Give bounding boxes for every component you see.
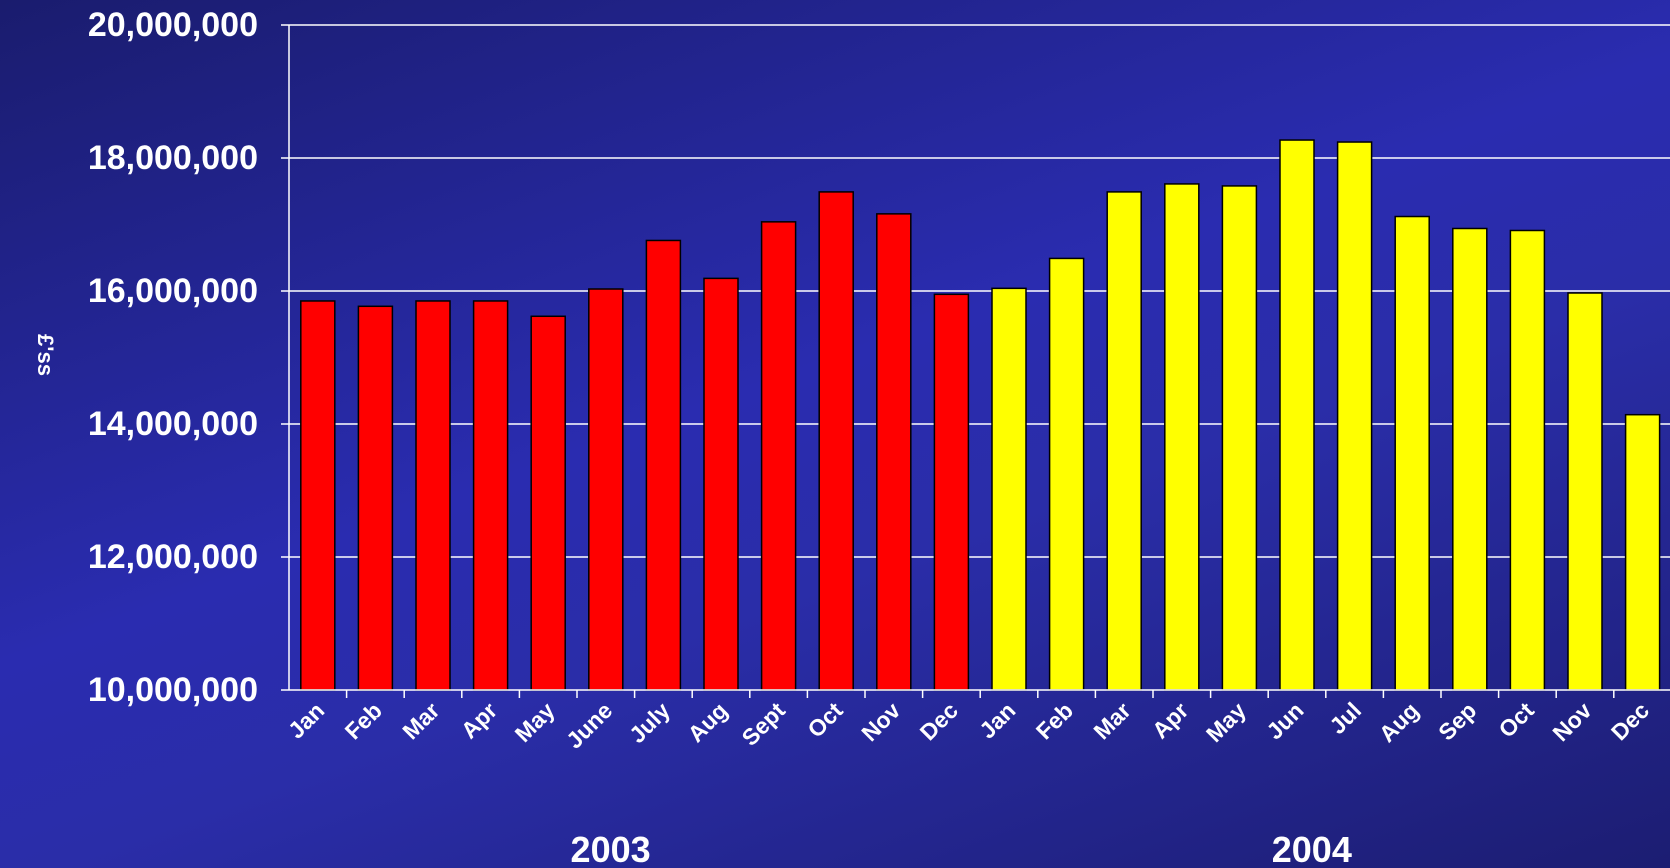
bar <box>818 191 854 691</box>
y-tick-label: 10,000,000 <box>88 671 258 709</box>
x-tick-label: Apr <box>1147 697 1193 743</box>
bar <box>1394 215 1430 691</box>
x-tick-label: Oct <box>802 697 848 743</box>
bar <box>991 287 1027 691</box>
bar <box>1048 257 1085 691</box>
x-tick-label: Mar <box>397 697 444 744</box>
x-tick-label: Dec <box>915 697 963 745</box>
x-tick-label: May <box>510 697 560 747</box>
bar <box>876 213 912 691</box>
x-tick-label: Jan <box>974 697 1020 743</box>
bar <box>1509 229 1546 691</box>
y-tick-label: 12,000,000 <box>88 538 258 576</box>
gridlines <box>289 24 1670 558</box>
y-tick-label: 16,000,000 <box>88 272 258 310</box>
bars <box>300 139 1661 691</box>
x-tick-label: Dec <box>1606 697 1654 745</box>
x-tick-label: Apr <box>456 697 502 743</box>
bar <box>588 288 624 691</box>
x-tick-label: Jun <box>1261 697 1308 744</box>
x-tick-label: Mar <box>1088 697 1135 744</box>
bar <box>1624 413 1661 691</box>
bar <box>1336 141 1373 691</box>
bar <box>645 239 682 691</box>
x-tick-label: Sept <box>737 697 791 751</box>
bar <box>300 300 336 691</box>
x-tick-label: Nov <box>1547 697 1596 746</box>
x-tick-label: July <box>624 697 675 748</box>
bar <box>1164 183 1200 691</box>
y-tick-label: 20,000,000 <box>88 6 258 44</box>
x-tick-label: Feb <box>1031 697 1078 744</box>
bar <box>703 277 739 691</box>
y-tick-labels: 10,000,000 12,000,000 14,000,000 16,000,000… <box>88 6 258 709</box>
bar <box>415 300 451 691</box>
x-tick-label: Aug <box>1374 697 1424 747</box>
y-axis-label: £'ss <box>33 334 58 376</box>
bar <box>1106 191 1142 691</box>
axes <box>281 24 1670 698</box>
bar <box>472 300 509 691</box>
year-group-labels: 2003 2004 <box>571 829 1352 868</box>
y-tick-label: 18,000,000 <box>88 139 258 177</box>
x-tick-label: Feb <box>340 697 387 744</box>
x-tick-labels: Jan Feb Mar Apr May June July Aug Sept Oct Nov Dec J… <box>283 697 1654 754</box>
y-tick-label: 14,000,000 <box>88 405 258 443</box>
bar <box>1279 139 1315 691</box>
x-tick-label: Sep <box>1433 697 1481 745</box>
bar <box>933 293 970 691</box>
x-tick-label: Jul <box>1324 697 1366 739</box>
year-group-label: 2004 <box>1272 829 1352 868</box>
year-group-label: 2003 <box>571 829 651 868</box>
x-tick-label: Nov <box>856 697 905 746</box>
bar <box>1452 227 1488 691</box>
bar <box>1221 185 1258 691</box>
x-tick-label: May <box>1201 697 1251 747</box>
x-tick-label: Aug <box>683 697 733 747</box>
bar <box>760 221 797 691</box>
x-tick-label: June <box>561 697 617 753</box>
bar <box>1567 292 1603 691</box>
x-tick-label: Oct <box>1493 697 1539 743</box>
x-tick-label: Jan <box>283 697 329 743</box>
bar <box>357 305 394 691</box>
bar <box>530 315 566 691</box>
